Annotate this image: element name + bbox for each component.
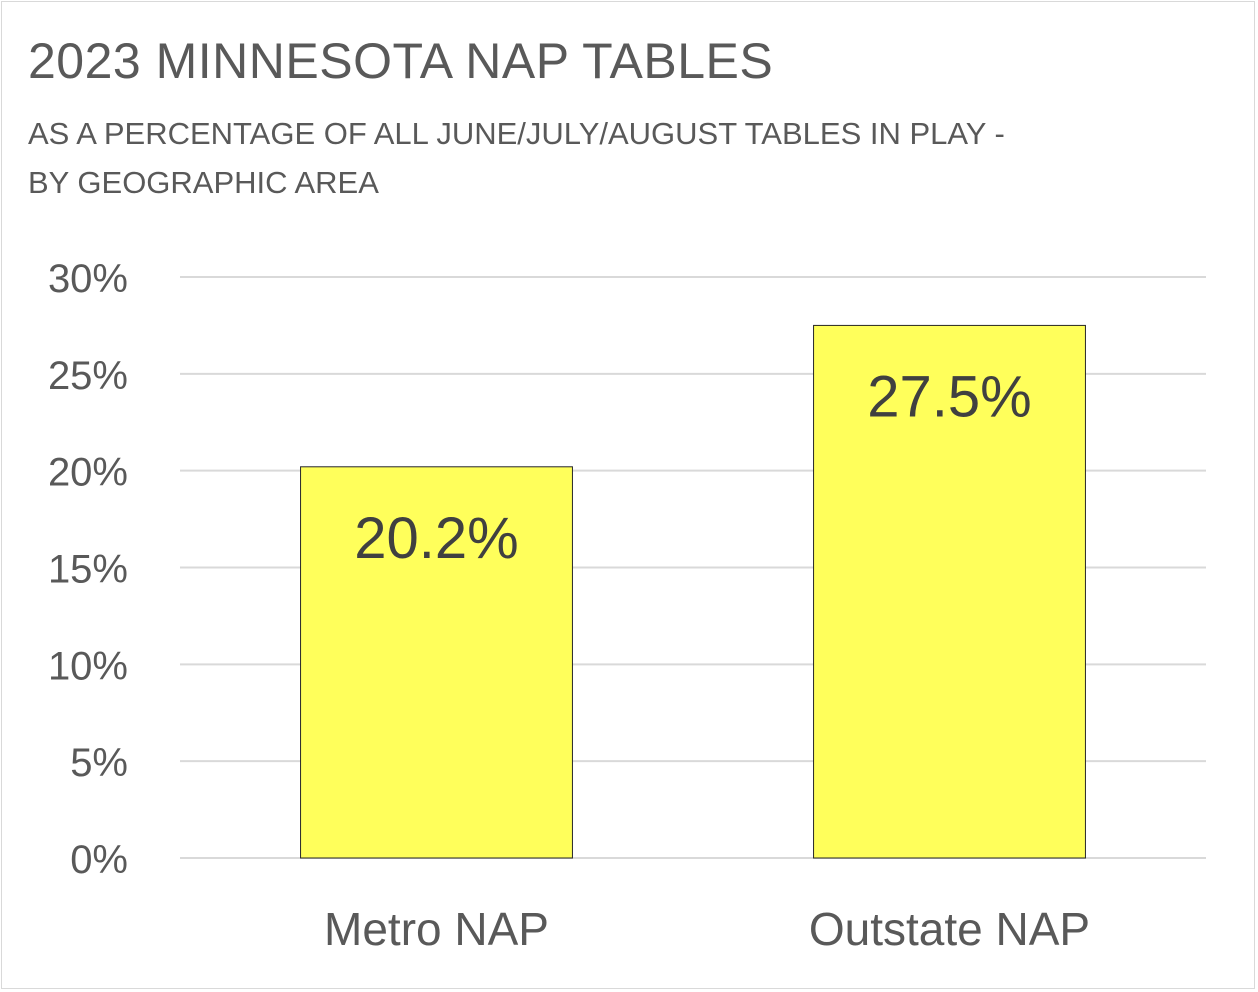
y-axis-labels: 0% 5% 10% 15% 20% 25% 30% [48, 257, 128, 882]
y-tick-label: 25% [48, 354, 128, 398]
data-label: 27.5% [867, 364, 1031, 429]
y-tick-label: 5% [70, 741, 128, 785]
bars [300, 324, 1086, 859]
data-labels: 20.2% 27.5% [354, 364, 1031, 570]
y-tick-label: 0% [70, 838, 128, 882]
x-tick-label: Metro NAP [324, 903, 549, 955]
y-tick-label: 20% [48, 451, 128, 495]
x-axis-labels: Metro NAP Outstate NAP [324, 903, 1090, 955]
y-tick-label: 15% [48, 548, 128, 592]
bar [300, 466, 573, 859]
data-label: 20.2% [354, 506, 518, 571]
chart-title: 2023 MINNESOTA NAP TABLES [28, 33, 774, 89]
chart-subtitle: AS A PERCENTAGE OF ALL JUNE/JULY/AUGUST … [28, 116, 1005, 200]
y-tick-label: 30% [48, 257, 128, 301]
y-tick-label: 10% [48, 644, 128, 688]
x-tick-label: Outstate NAP [809, 903, 1090, 955]
bar [813, 324, 1086, 859]
